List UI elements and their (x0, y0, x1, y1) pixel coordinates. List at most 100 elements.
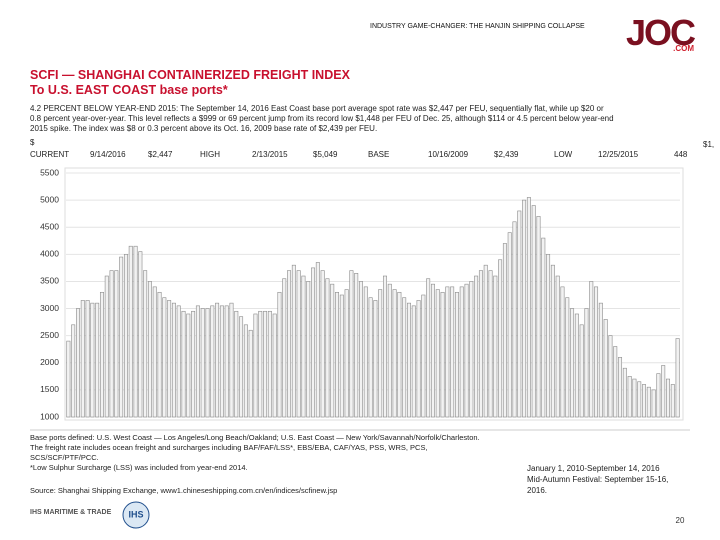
bar (536, 216, 541, 418)
stat: 2/13/2015 (252, 150, 288, 159)
bar (502, 243, 507, 418)
bar (450, 286, 455, 418)
bar (119, 256, 124, 418)
bar (373, 300, 378, 418)
bar (435, 289, 440, 418)
bar (359, 281, 363, 418)
summary-line: 4.2 PERCENT BELOW YEAR-END 2015: The Sep… (30, 104, 604, 113)
bar (478, 270, 483, 418)
bar (613, 346, 618, 418)
bar (646, 386, 651, 418)
badge-icon (122, 501, 150, 529)
bar (90, 302, 95, 418)
bar (454, 291, 459, 418)
bar (167, 300, 172, 418)
bar (570, 308, 575, 418)
note: *Low Sulphur Surcharge (LSS) was include… (30, 463, 248, 472)
bar (147, 281, 152, 418)
bar (589, 281, 594, 418)
bar (565, 297, 570, 418)
bar (219, 305, 224, 418)
bar (397, 291, 402, 418)
bar (349, 270, 354, 418)
bar (128, 245, 133, 418)
stat: $5,049 (313, 150, 338, 159)
stat: 448 (674, 150, 688, 159)
y-tick-label: 5000 (40, 194, 59, 204)
bar (123, 254, 128, 418)
bar (406, 302, 411, 418)
date-note: 2016. (527, 486, 548, 495)
bar (162, 297, 167, 418)
y-tick-label: 4000 (40, 249, 59, 259)
bar (651, 389, 656, 418)
bar (445, 286, 450, 418)
bar (95, 302, 100, 418)
bar (642, 384, 647, 418)
bar (267, 310, 272, 418)
bar (85, 300, 90, 418)
y-tick-label: 5500 (40, 167, 59, 177)
bar (205, 308, 210, 418)
bar (411, 305, 416, 418)
bar (171, 302, 176, 418)
cut-text: $1, (703, 140, 715, 149)
bar (143, 270, 148, 418)
bar (555, 275, 560, 418)
bar (426, 278, 431, 418)
note: Base ports defined: U.S. West Coast — Lo… (30, 433, 480, 442)
y-tick-label: 1500 (40, 384, 59, 394)
bar (200, 308, 205, 418)
bar (315, 262, 320, 418)
bar (215, 302, 220, 418)
bar (243, 324, 248, 418)
bar (637, 381, 642, 418)
stat: CURRENT (30, 150, 70, 159)
bar (66, 340, 71, 418)
bar (526, 197, 531, 418)
bar (248, 329, 253, 418)
bar (335, 291, 340, 418)
bar (239, 316, 244, 418)
bar (421, 294, 426, 418)
bar (272, 313, 277, 418)
plot-frame (64, 167, 684, 421)
bar (176, 305, 181, 418)
bar (186, 313, 191, 418)
bar (229, 302, 234, 418)
stat: $2,447 (148, 150, 173, 159)
bar (522, 199, 527, 418)
bar (378, 289, 383, 418)
summary-line: 0.8 percent year-over-year. This level r… (30, 114, 614, 123)
stat: 12/25/2015 (598, 150, 639, 159)
bar (666, 378, 670, 418)
logo-suffix: .COM (673, 44, 694, 53)
bar (541, 237, 546, 418)
bar (430, 283, 435, 418)
bar (306, 281, 311, 418)
bar (517, 210, 522, 418)
y-tick-label: 4500 (40, 221, 59, 231)
bar (627, 376, 632, 418)
date-note: January 1, 2010-September 14, 2016 (527, 464, 660, 473)
y-tick-label: 2000 (40, 357, 59, 367)
header-title: INDUSTRY GAME-CHANGER: THE HANJIN SHIPPI… (370, 23, 585, 30)
bar (598, 302, 603, 418)
bar (675, 338, 680, 418)
bar (579, 324, 584, 418)
bar (368, 297, 373, 418)
bar (531, 205, 536, 418)
bar (253, 313, 258, 418)
bar (354, 273, 359, 418)
bar (493, 275, 498, 418)
summary-line: $ (30, 138, 35, 147)
bar (80, 300, 85, 418)
badge: IHS (128, 509, 143, 519)
bar (71, 324, 76, 418)
bar (344, 289, 349, 418)
bar (469, 281, 474, 418)
bar (459, 286, 464, 418)
logo: JOC (625, 12, 696, 53)
bar (325, 278, 330, 418)
